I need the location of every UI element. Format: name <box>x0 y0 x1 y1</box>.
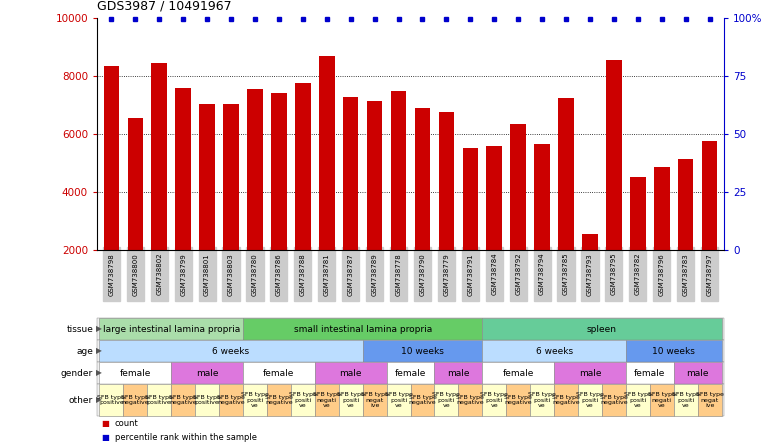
Text: other: other <box>69 396 93 404</box>
Text: SFB type
negative: SFB type negative <box>552 395 580 405</box>
Text: GDS3987 / 10491967: GDS3987 / 10491967 <box>97 0 231 12</box>
Text: SFB type
negative: SFB type negative <box>265 395 293 405</box>
Text: female: female <box>395 369 426 377</box>
Bar <box>558 98 574 308</box>
Bar <box>343 97 358 308</box>
Text: SFB type
negative: SFB type negative <box>121 395 149 405</box>
Text: SFB type
negative: SFB type negative <box>409 395 436 405</box>
Text: large intestinal lamina propria: large intestinal lamina propria <box>102 325 240 333</box>
Bar <box>462 148 478 308</box>
Text: male: male <box>686 369 709 377</box>
Text: SFB type
positi
ve: SFB type positi ve <box>384 392 413 408</box>
Bar <box>128 118 143 308</box>
Bar <box>295 83 311 308</box>
Text: age: age <box>76 346 93 356</box>
Text: SFB type
negat
ive: SFB type negat ive <box>696 392 724 408</box>
Bar <box>151 63 167 308</box>
Text: 6 weeks: 6 weeks <box>212 346 250 356</box>
Text: female: female <box>120 369 151 377</box>
Text: SFB type
negative: SFB type negative <box>456 395 484 405</box>
Text: SFB type
positi
ve: SFB type positi ve <box>672 392 700 408</box>
Bar <box>415 108 430 308</box>
Text: SFB type
positi
ve: SFB type positi ve <box>289 392 317 408</box>
Text: SFB type
positi
ve: SFB type positi ve <box>481 392 508 408</box>
Bar <box>319 56 335 308</box>
Text: SFB type
negat
ive: SFB type negat ive <box>361 392 389 408</box>
Text: percentile rank within the sample: percentile rank within the sample <box>115 432 257 441</box>
Bar <box>367 101 382 308</box>
Bar <box>630 178 646 308</box>
Text: male: male <box>339 369 362 377</box>
Text: SFB type
positi
ve: SFB type positi ve <box>576 392 604 408</box>
Text: SFB type
positi
ve: SFB type positi ve <box>432 392 461 408</box>
Bar <box>104 66 119 308</box>
Bar <box>199 104 215 308</box>
Text: ▶: ▶ <box>96 369 102 377</box>
Text: SFB type
positi
ve: SFB type positi ve <box>528 392 556 408</box>
Bar <box>510 124 526 308</box>
Text: SFB type
negati
ve: SFB type negati ve <box>312 392 341 408</box>
Bar <box>654 167 669 308</box>
Text: female: female <box>634 369 665 377</box>
Bar <box>271 93 286 308</box>
Text: male: male <box>579 369 601 377</box>
Text: male: male <box>447 369 470 377</box>
Text: ■: ■ <box>101 419 108 428</box>
Text: SFB type
negative: SFB type negative <box>504 395 533 405</box>
Text: female: female <box>263 369 295 377</box>
Text: SFB type
negative: SFB type negative <box>600 395 628 405</box>
Text: gender: gender <box>61 369 93 377</box>
Text: small intestinal lamina propria: small intestinal lamina propria <box>293 325 432 333</box>
Text: ▶: ▶ <box>96 325 102 333</box>
Bar <box>678 159 694 308</box>
Bar <box>606 60 622 308</box>
Text: SFB type
positive: SFB type positive <box>145 395 173 405</box>
Bar <box>248 89 263 308</box>
Bar <box>702 141 717 308</box>
Bar <box>390 91 406 308</box>
Text: SFB type
positive: SFB type positive <box>98 395 125 405</box>
Bar <box>487 146 502 308</box>
Text: tissue: tissue <box>66 325 93 333</box>
Text: SFB type
positi
ve: SFB type positi ve <box>241 392 269 408</box>
Text: SFB type
negative: SFB type negative <box>169 395 197 405</box>
Text: 10 weeks: 10 weeks <box>401 346 444 356</box>
Text: female: female <box>503 369 534 377</box>
Bar <box>176 87 191 308</box>
Bar <box>534 144 550 308</box>
Text: ■: ■ <box>101 432 108 441</box>
Text: male: male <box>196 369 219 377</box>
Text: 10 weeks: 10 weeks <box>652 346 695 356</box>
Text: SFB type
negati
ve: SFB type negati ve <box>648 392 675 408</box>
Text: SFB type
negative: SFB type negative <box>217 395 245 405</box>
Bar <box>223 103 239 308</box>
Text: ▶: ▶ <box>96 346 102 356</box>
Text: count: count <box>115 419 138 428</box>
Text: 6 weeks: 6 weeks <box>536 346 573 356</box>
Text: spleen: spleen <box>587 325 617 333</box>
Text: SFB type
positi
ve: SFB type positi ve <box>337 392 364 408</box>
Text: SFB type
positi
ve: SFB type positi ve <box>624 392 652 408</box>
Bar <box>582 234 597 308</box>
Bar <box>439 112 454 308</box>
Text: ▶: ▶ <box>96 396 102 404</box>
Text: SFB type
positive: SFB type positive <box>193 395 221 405</box>
